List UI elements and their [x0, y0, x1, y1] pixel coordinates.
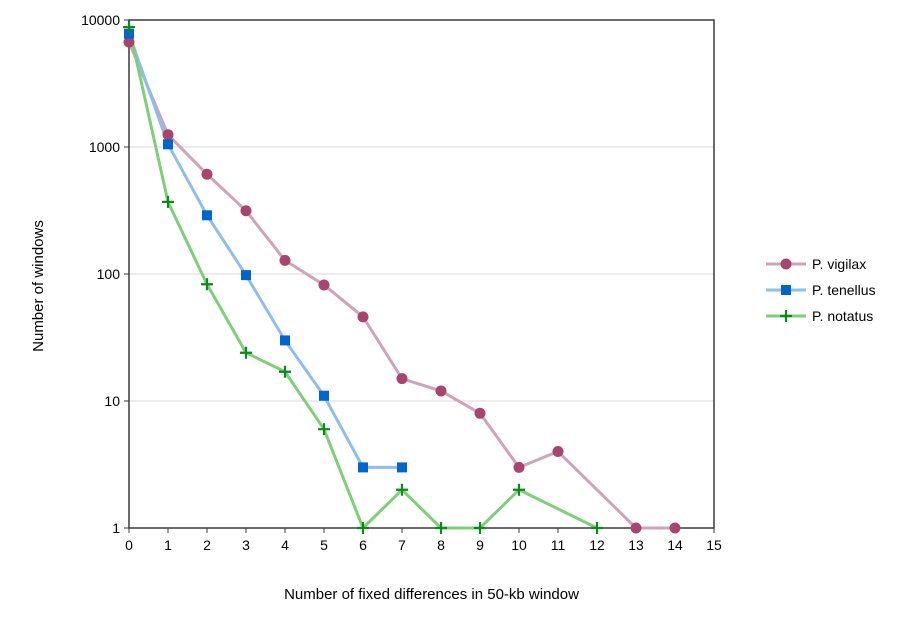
data-point-p-vigilax — [240, 205, 252, 217]
legend-label-p-tenellus: P. tenellus — [812, 282, 876, 298]
y-tick-labels: 1 10 100 1000 10000 — [81, 12, 120, 536]
x-tick-label: 7 — [398, 537, 406, 553]
data-point-p-vigilax — [279, 254, 291, 266]
x-tick-labels: 0 1 2 3 4 5 6 7 8 9 10 11 12 13 14 15 — [125, 537, 722, 553]
y-axis-title: Number of windows — [30, 220, 47, 352]
data-point-p-vigilax — [318, 279, 330, 291]
data-point-p-notatus — [318, 423, 330, 436]
series-markers — [123, 21, 681, 534]
data-point-p-vigilax — [162, 129, 174, 141]
x-tick-label: 11 — [551, 537, 566, 553]
x-axis-title: Number of fixed differences in 50-kb win… — [284, 586, 579, 603]
data-point-p-notatus — [591, 522, 603, 534]
gridlines — [124, 19, 715, 533]
x-tick-label: 5 — [320, 537, 328, 553]
legend: P. vigilax P. tenellus P. notatus — [766, 256, 876, 324]
data-point-p-vigilax — [201, 168, 213, 180]
data-point-p-vigilax — [357, 311, 369, 323]
data-point-p-tenellus — [163, 139, 173, 150]
data-point-p-notatus — [240, 346, 252, 359]
data-point-p-tenellus — [319, 390, 329, 401]
x-tick-label: 1 — [164, 537, 172, 553]
data-point-p-notatus — [513, 483, 525, 496]
data-point-p-notatus — [201, 278, 213, 291]
data-point-p-vigilax — [513, 461, 525, 473]
plot-frame — [128, 19, 715, 529]
x-tick-label: 4 — [281, 537, 289, 553]
x-tick-label: 12 — [589, 537, 605, 553]
axes — [128, 19, 715, 529]
data-point-p-vigilax — [123, 36, 135, 48]
x-tick-label: 15 — [706, 537, 722, 553]
data-point-p-notatus — [435, 522, 447, 534]
x-tick-label: 6 — [359, 537, 367, 553]
legend-label-p-vigilax: P. vigilax — [812, 256, 866, 272]
data-point-p-notatus — [279, 365, 291, 378]
series-line-p-notatus — [127, 25, 599, 530]
data-point-p-vigilax — [396, 373, 408, 385]
data-point-p-notatus — [396, 483, 408, 496]
x-tick-label: 3 — [242, 537, 250, 553]
data-point-p-notatus — [162, 195, 174, 208]
data-point-p-notatus — [357, 522, 369, 534]
series-lines — [127, 25, 677, 530]
data-point-p-vigilax — [474, 407, 486, 419]
x-tick-label: 13 — [628, 537, 644, 553]
y-tick-label: 10 — [104, 393, 120, 409]
data-point-p-tenellus — [241, 270, 251, 281]
data-point-p-vigilax — [630, 522, 642, 534]
data-point-p-tenellus — [124, 28, 134, 39]
y-tick-label: 100 — [97, 266, 121, 282]
data-point-p-tenellus — [358, 462, 368, 473]
x-tick-label: 9 — [476, 537, 484, 553]
data-point-p-tenellus — [397, 462, 407, 473]
data-point-p-vigilax — [435, 385, 447, 397]
x-tick-label: 8 — [437, 537, 445, 553]
data-point-p-vigilax — [669, 522, 681, 534]
x-tick-label: 10 — [511, 537, 527, 553]
data-point-p-tenellus — [202, 210, 212, 221]
data-point-p-notatus — [474, 522, 486, 534]
y-tick-label: 1000 — [89, 139, 120, 155]
data-point-p-tenellus — [280, 335, 290, 346]
legend-label-p-notatus: P. notatus — [812, 308, 873, 324]
x-tick-label: 2 — [203, 537, 211, 553]
data-point-p-notatus — [123, 21, 135, 34]
legend-marker-p-vigilax — [780, 258, 792, 270]
y-tick-label: 10000 — [81, 12, 120, 28]
series-line-p-vigilax — [127, 40, 677, 530]
series-line-p-tenellus — [127, 32, 404, 469]
legend-marker-p-notatus — [780, 310, 792, 322]
y-tick-label: 1 — [112, 520, 120, 536]
x-tick-label: 14 — [667, 537, 683, 553]
x-tick-label: 0 — [125, 537, 133, 553]
data-point-p-vigilax — [552, 446, 564, 458]
legend-marker-p-tenellus — [781, 285, 791, 295]
